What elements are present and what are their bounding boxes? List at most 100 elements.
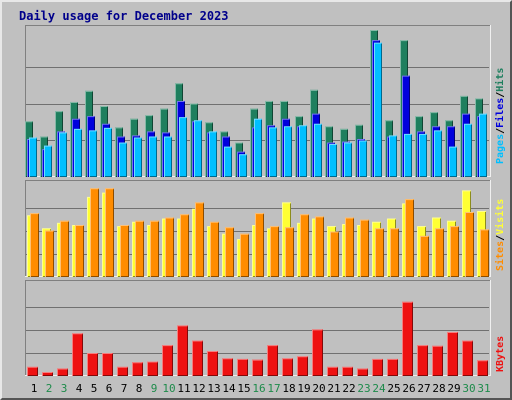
kbytes-bar [147, 361, 158, 376]
sites-bar [420, 235, 429, 277]
kbytes-bar [222, 358, 233, 376]
day-label: 29 [447, 382, 460, 395]
kbytes-bar [477, 360, 488, 376]
kbytes-bar [72, 333, 83, 376]
pages-bar [389, 135, 397, 177]
day-label: 9 [151, 382, 158, 395]
day-label: 3 [61, 382, 68, 395]
day-label: 26 [402, 382, 415, 395]
day-label: 25 [387, 382, 400, 395]
day-label: 18 [282, 382, 295, 395]
sites-bar [180, 214, 189, 277]
pages-bar [164, 136, 172, 177]
pages-bar [254, 118, 262, 177]
pages-bar [314, 123, 322, 177]
sites-bar [300, 214, 309, 277]
legend-kbytes: KBytes [495, 336, 506, 372]
kbytes-bar [132, 362, 143, 376]
kbytes-bar [57, 368, 68, 376]
pages-bar [44, 145, 52, 177]
day-label: 23 [357, 382, 370, 395]
pages-bar [179, 117, 187, 177]
day-label: 11 [177, 382, 190, 395]
day-label: 17 [267, 382, 280, 395]
pages-bar [434, 130, 442, 177]
kbytes-bar [27, 366, 38, 376]
legend-visits: Sites/Visits [494, 199, 506, 271]
day-label: 12 [192, 382, 205, 395]
kbytes-bar [327, 366, 338, 376]
kbytes-bar [87, 353, 98, 376]
legend-visits-item: Visits [494, 199, 506, 235]
pages-bar [344, 142, 352, 177]
sites-bar [60, 220, 69, 277]
day-label: 7 [121, 382, 128, 395]
sites-bar [75, 225, 84, 277]
pages-bar [449, 146, 457, 177]
kbytes-bar [162, 345, 173, 376]
pages-bar [29, 137, 37, 177]
sites-bar [30, 213, 39, 277]
day-label: 21 [327, 382, 340, 395]
sites-bar [480, 229, 489, 277]
pages-bar [329, 144, 337, 177]
sites-bar [270, 226, 279, 277]
kbytes-bar [357, 368, 368, 376]
kbytes-bar [447, 331, 458, 376]
sites-bar [285, 227, 294, 277]
pages-bar [269, 127, 277, 177]
day-label: 27 [417, 382, 430, 395]
legend-hits-item: Files [494, 98, 506, 128]
pages-bar [89, 130, 97, 177]
legend-hits-item: / [495, 92, 506, 98]
day-label: 24 [372, 382, 386, 395]
day-label: 30 [462, 382, 475, 395]
kbytes-bar [237, 358, 248, 376]
day-label: 2 [46, 382, 53, 395]
pages-bar [224, 146, 232, 177]
pages-bar [479, 113, 487, 177]
sites-bar [135, 220, 144, 277]
sites-bar [360, 219, 369, 277]
kbytes-bar [177, 325, 188, 376]
pages-bar [239, 154, 247, 177]
kbytes-bar [207, 351, 218, 376]
kbytes-bar [42, 372, 53, 376]
day-label: 6 [106, 382, 113, 395]
kbytes-bar [297, 356, 308, 376]
pages-bar [194, 120, 202, 177]
sites-bar [405, 199, 414, 277]
pages-bar [74, 128, 82, 177]
sites-bar [120, 225, 129, 277]
kbytes-bar [387, 358, 398, 376]
day-label: 20 [312, 382, 325, 395]
kbytes-bar [372, 358, 383, 376]
legend-visits-item: / [495, 235, 506, 241]
sites-bar [465, 212, 474, 277]
day-label: 15 [237, 382, 250, 395]
pages-bar [209, 131, 217, 177]
day-label: 5 [91, 382, 98, 395]
kbytes-bar [267, 345, 278, 376]
pages-bar [104, 127, 112, 177]
sites-bar [435, 228, 444, 277]
pages-bar [374, 42, 382, 178]
sites-bar [240, 233, 249, 277]
sites-bar [390, 228, 399, 277]
kbytes-bar [252, 359, 263, 376]
sites-bar [255, 213, 264, 277]
sites-bar [225, 227, 234, 277]
kbytes-bar [342, 366, 353, 376]
sites-bar [195, 202, 204, 277]
pages-bar [149, 136, 157, 177]
sites-bar [165, 217, 174, 277]
day-label: 13 [207, 382, 220, 395]
legend-hits: Pages/Files/Hits [494, 68, 506, 164]
day-label: 22 [342, 382, 355, 395]
kbytes-bar [312, 329, 323, 376]
kbytes-bar [117, 366, 128, 376]
sites-bar [375, 228, 384, 277]
pages-bar [419, 133, 427, 177]
kbytes-bar [432, 345, 443, 376]
